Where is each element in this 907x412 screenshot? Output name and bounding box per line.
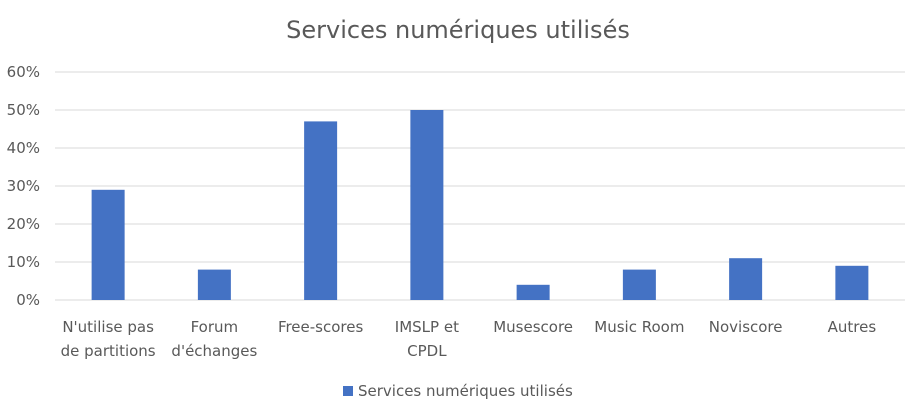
bar <box>304 121 338 301</box>
y-tick-label: 50% <box>7 101 40 119</box>
x-category-label: Noviscore <box>709 318 783 336</box>
legend-label: Services numériques utilisés <box>358 382 573 400</box>
gridlines <box>55 71 905 301</box>
x-category-label: Musescore <box>493 318 573 336</box>
bar <box>835 265 869 300</box>
x-category-label: Forum d'échanges <box>171 318 257 360</box>
x-category-label: Autres <box>828 318 877 336</box>
legend-swatch <box>343 386 353 396</box>
bar <box>516 284 550 300</box>
bar <box>410 110 444 300</box>
y-axis-tick-labels: 0% 10% 20% 30% 40% 50% 60% <box>7 63 40 309</box>
x-category-label: Music Room <box>594 318 684 336</box>
x-category-label: IMSLP et CPDL <box>395 318 459 360</box>
legend: Services numériques utilisés <box>343 382 573 400</box>
bar <box>91 189 125 300</box>
bar <box>197 269 231 300</box>
y-tick-label: 10% <box>7 253 40 271</box>
x-axis-category-labels: N'utilise pas de partitions Forum d'échange… <box>61 318 877 360</box>
y-tick-label: 0% <box>16 291 40 309</box>
y-tick-label: 60% <box>7 63 40 81</box>
y-tick-label: 40% <box>7 139 40 157</box>
x-category-label: N'utilise pas de partitions <box>61 318 156 360</box>
bars <box>91 110 869 301</box>
chart-title: Services numériques utilisés <box>286 16 630 44</box>
y-tick-label: 30% <box>7 177 40 195</box>
bar <box>729 258 763 300</box>
bar <box>622 269 656 300</box>
y-tick-label: 20% <box>7 215 40 233</box>
x-category-label: Free-scores <box>278 318 364 336</box>
